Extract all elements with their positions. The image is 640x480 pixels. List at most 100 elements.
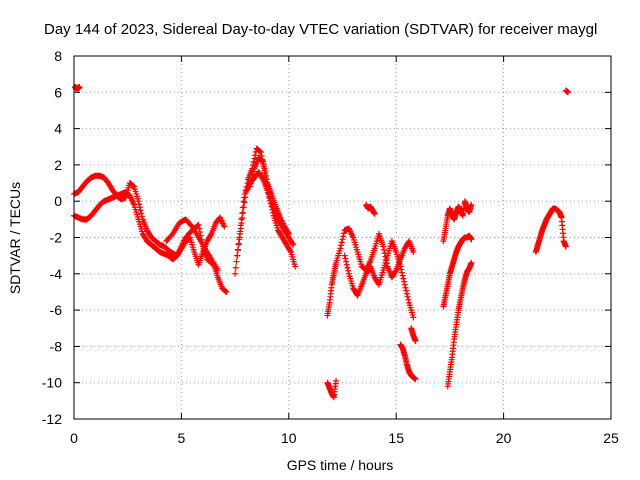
data-point — [404, 293, 411, 300]
y-tick-label: -10 — [42, 375, 62, 391]
series-seg1 — [72, 83, 83, 92]
data-point — [242, 194, 249, 201]
data-point — [262, 169, 269, 176]
data-point — [232, 270, 239, 277]
data-point — [221, 223, 228, 230]
data-point — [399, 272, 406, 279]
series-seg11 — [363, 201, 378, 217]
y-tick-label: 4 — [54, 121, 62, 137]
data-point — [138, 210, 145, 217]
data-point — [234, 247, 241, 254]
data-point — [234, 252, 241, 259]
data-point — [250, 171, 256, 178]
data-point — [398, 266, 405, 273]
plot-frame — [73, 55, 612, 420]
y-tick-label: 2 — [54, 157, 62, 173]
y-tick-label: -6 — [50, 302, 63, 318]
data-point — [287, 247, 294, 254]
data-point — [285, 229, 292, 236]
x-tick-label: 5 — [178, 430, 186, 446]
data-point — [468, 259, 475, 266]
data-point — [257, 149, 264, 156]
data-point — [289, 240, 296, 247]
data-point — [239, 214, 246, 221]
y-tick-label: -2 — [50, 230, 63, 246]
data-point — [139, 213, 146, 220]
data-point — [397, 263, 404, 270]
data-point — [236, 236, 243, 243]
data-point — [247, 180, 254, 187]
data-point — [222, 288, 229, 295]
y-tick-label: -4 — [50, 266, 63, 282]
data-point — [401, 281, 408, 288]
x-tick-label: 0 — [70, 430, 78, 446]
data-point — [238, 219, 245, 226]
data-point — [232, 264, 239, 271]
series-seg9 — [324, 225, 417, 319]
series-seg14 — [440, 198, 475, 245]
data-point — [240, 198, 247, 205]
x-tick-label: 25 — [603, 430, 619, 446]
series-seg8 — [324, 377, 340, 401]
data-point — [263, 176, 270, 183]
data-point — [403, 290, 410, 297]
data-point — [290, 241, 297, 248]
data-point — [401, 278, 408, 285]
data-point — [400, 275, 407, 282]
data-point — [249, 174, 256, 181]
data-point — [76, 83, 83, 90]
y-tick-label: -8 — [50, 338, 63, 354]
data-point — [333, 377, 340, 384]
chart-title: Day 144 of 2023, Sidereal Day-to-day VTE… — [44, 21, 597, 38]
data-point — [207, 232, 214, 239]
data-point — [136, 204, 143, 211]
data-point — [412, 376, 419, 383]
data-point — [257, 148, 264, 155]
data-points — [71, 83, 572, 401]
axis-ticks: 0 5 10 15 20 25 -12 -10 -8 -6 -4 -2 0 2 4 6 8 — [42, 48, 619, 446]
data-point — [247, 183, 254, 190]
series-seg16 — [444, 259, 475, 390]
data-point — [381, 246, 388, 253]
data-point — [262, 172, 269, 179]
data-point — [371, 210, 378, 217]
data-point — [343, 258, 350, 265]
x-tick-label: 15 — [388, 430, 404, 446]
data-point — [233, 258, 240, 265]
data-point — [341, 252, 348, 259]
data-point — [214, 267, 221, 274]
data-point — [337, 245, 344, 252]
data-point — [565, 89, 572, 96]
data-point — [240, 204, 247, 211]
data-point — [195, 221, 202, 228]
grid — [74, 56, 611, 419]
data-point — [223, 288, 230, 295]
series-seg17 — [532, 205, 569, 256]
data-point — [468, 236, 475, 243]
data-point — [340, 230, 347, 237]
data-point — [188, 222, 195, 229]
data-point — [343, 261, 350, 268]
data-point — [468, 201, 475, 208]
x-tick-label: 10 — [281, 430, 297, 446]
data-point — [259, 157, 266, 164]
data-point — [402, 284, 409, 291]
series-seg12 — [397, 341, 419, 383]
y-tick-label: 0 — [54, 193, 62, 209]
series-seg3 — [71, 189, 228, 268]
data-point — [292, 263, 299, 270]
data-point — [250, 158, 257, 165]
data-point — [237, 230, 244, 237]
data-point — [260, 161, 267, 168]
data-point — [137, 207, 144, 214]
data-point — [259, 175, 266, 182]
data-point — [342, 255, 349, 262]
data-point — [250, 168, 257, 175]
data-point — [237, 225, 244, 232]
data-point — [380, 243, 387, 250]
data-point — [338, 239, 345, 246]
data-point — [392, 268, 399, 275]
data-point — [168, 232, 175, 239]
data-point — [136, 201, 143, 208]
data-point — [410, 314, 417, 321]
